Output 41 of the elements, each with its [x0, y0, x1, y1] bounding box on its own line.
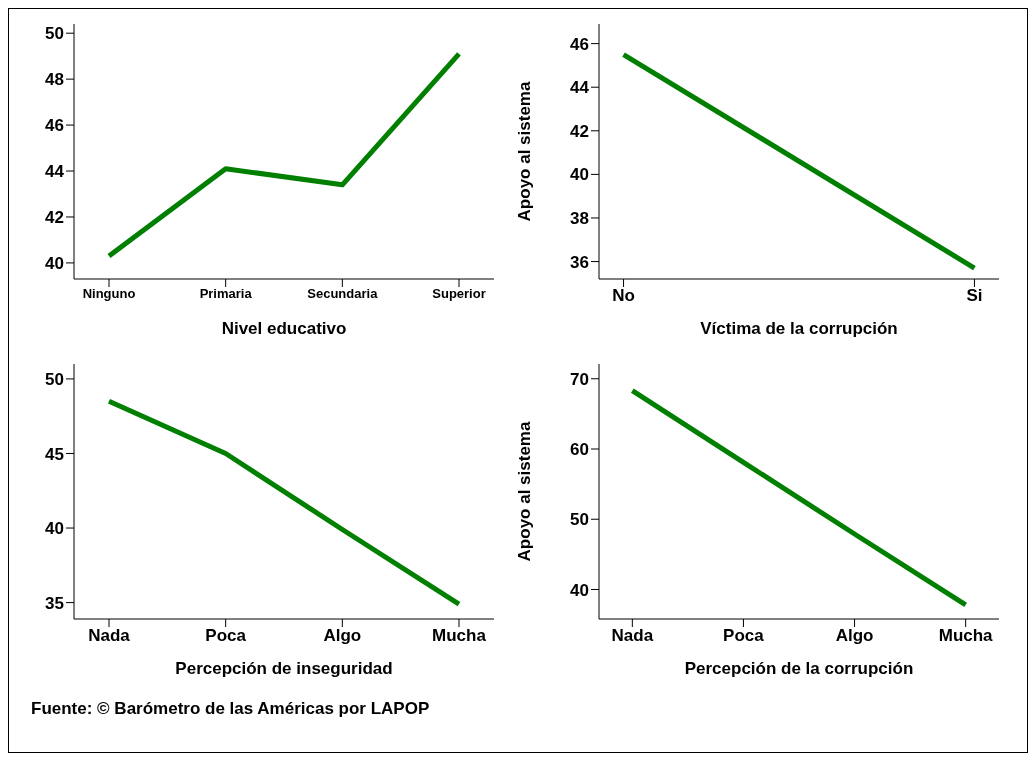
x-tick-label: Secundaria — [307, 286, 379, 302]
y-tick-label: 35 — [45, 593, 64, 613]
y-tick-label: 46 — [45, 116, 64, 136]
x-tick-label: Mucha — [938, 626, 994, 646]
y-tick-label: 42 — [45, 208, 64, 228]
x-tick-label: Poca — [723, 626, 765, 646]
source-note: Fuente: © Barómetro de las Américas por LAPOP — [31, 699, 431, 719]
y-axis-title: Apoyo al sistema — [515, 421, 535, 562]
y-tick-label: 44 — [570, 78, 590, 98]
y-tick-label: 60 — [570, 440, 589, 460]
x-tick-label: Superior — [432, 286, 486, 302]
y-tick-label: 40 — [570, 165, 589, 185]
y-tick-label: 44 — [45, 162, 65, 182]
y-tick-label: 40 — [45, 253, 64, 273]
x-tick-label: Ninguno — [82, 286, 136, 302]
y-tick-label: 40 — [45, 519, 64, 539]
y-tick-label: 46 — [570, 34, 589, 54]
x-tick-label: Mucha — [432, 626, 487, 646]
x-tick-label: No — [612, 286, 635, 306]
x-axis-title: Víctima de la corrupción — [700, 319, 898, 338]
x-tick-label: Algo — [835, 626, 874, 646]
x-axis-title: Nivel educativo — [221, 319, 347, 338]
x-tick-label: Primaria — [199, 286, 253, 302]
x-axis-title: Percepción de la corrupción — [684, 659, 914, 678]
y-tick-label: 38 — [570, 209, 589, 229]
y-tick-label: 36 — [570, 252, 589, 272]
y-axis-title: Apoyo al sistema — [515, 81, 535, 222]
y-tick-label: 50 — [570, 510, 589, 530]
y-tick-label: 50 — [45, 369, 64, 389]
x-tick-label: Algo — [323, 626, 362, 646]
y-tick-label: 70 — [570, 369, 589, 389]
y-tick-label: 48 — [45, 70, 64, 90]
x-tick-label: Nada — [88, 626, 131, 646]
y-tick-label: 40 — [570, 580, 589, 600]
x-tick-label: Poca — [205, 626, 247, 646]
x-axis-title: Percepción de inseguridad — [175, 659, 393, 678]
x-tick-label: Si — [966, 286, 983, 306]
y-tick-label: 42 — [570, 121, 589, 141]
y-tick-label: 45 — [45, 444, 64, 464]
y-tick-label: 50 — [45, 24, 64, 44]
x-tick-label: Nada — [611, 626, 654, 646]
